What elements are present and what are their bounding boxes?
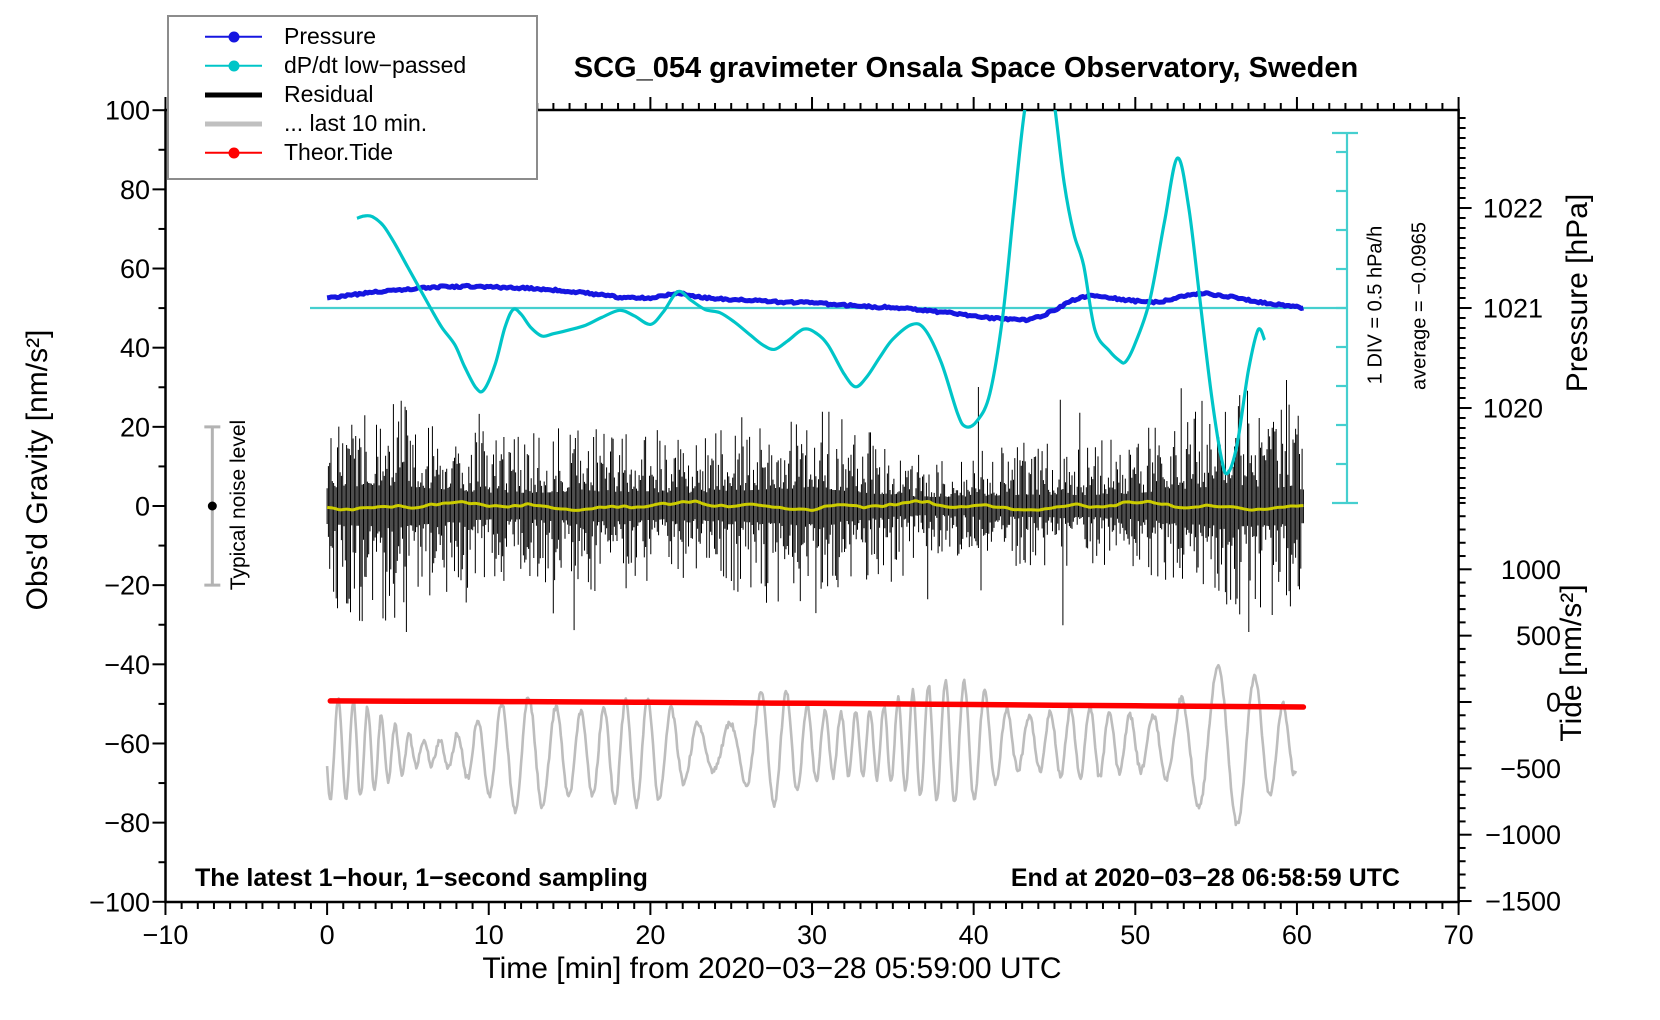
legend: Pressure dP/dt low−passed Residual ... l… (167, 15, 538, 180)
gravity-tick-label: −60 (104, 729, 150, 759)
legend-item-residual: Residual (169, 80, 536, 109)
legend-item-dpdt: dP/dt low−passed (169, 51, 536, 80)
gravity-tick-label: 80 (120, 175, 150, 205)
dpdt-line-swatch (205, 59, 262, 73)
gravity-tick-label: 60 (120, 254, 150, 284)
gravity-tick-label: 20 (120, 412, 150, 442)
pressure-tick-label: 1022 (1483, 194, 1543, 224)
tide-line-swatch (205, 146, 262, 160)
gravity-tick-label: −80 (104, 808, 150, 838)
div-scale-bar (1332, 131, 1358, 505)
x-tick-label: 10 (474, 920, 504, 950)
x-tick-label: 50 (1120, 920, 1150, 950)
pressure-axis-title: Pressure [hPa] (1561, 193, 1594, 393)
sampling-note: The latest 1−hour, 1−second sampling (195, 864, 648, 892)
pressure-line-swatch (205, 30, 262, 44)
overlay-layer (204, 131, 1358, 587)
x-tick-label: 20 (635, 920, 665, 950)
gravity-tick-label: 100 (105, 96, 150, 126)
tide-tick-label: −500 (1500, 754, 1561, 784)
legend-item-pressure: Pressure (169, 22, 536, 51)
x-tick-label: 40 (959, 920, 989, 950)
gravity-tick-label: 0 (135, 492, 150, 522)
chart-title: SCG_054 gravimeter Onsala Space Observat… (573, 52, 1359, 84)
tide-tick-label: 1000 (1501, 555, 1561, 585)
tide-tick-label: 0 (1546, 688, 1561, 718)
tide-tick-label: −1500 (1485, 887, 1561, 917)
residual-lowpass-series (326, 499, 1304, 512)
last10min-series (325, 663, 1298, 827)
legend-label-tide: Theor.Tide (284, 139, 394, 165)
noise-level-bar (204, 425, 221, 587)
gravity-tick-label: −20 (104, 571, 150, 601)
gravity-tick-label: −40 (104, 650, 150, 680)
tide-axis-title: Tide [nm/s²] (1555, 584, 1588, 742)
pressure-series (326, 282, 1304, 324)
pressure-tick-label: 1020 (1483, 394, 1543, 424)
tide-tick-label: −1000 (1485, 820, 1561, 850)
gravity-tick-label: 40 (120, 333, 150, 363)
theor-tide-series (327, 698, 1307, 710)
legend-label-dpdt: dP/dt low−passed (284, 52, 467, 78)
x-tick-label: 30 (797, 920, 827, 950)
legend-item-tide: Theor.Tide (169, 138, 536, 167)
residual-line-swatch (205, 88, 262, 102)
legend-item-last10: ... last 10 min. (169, 109, 536, 138)
x-tick-label: 0 (320, 920, 335, 950)
x-axis-title: Time [min] from 2020−03−28 05:59:00 UTC (482, 952, 1062, 985)
legend-label-residual: Residual (284, 81, 374, 107)
dpdt-series (356, 110, 1267, 476)
residual-noise-series (326, 380, 1304, 632)
noise-bar-center-dot (207, 501, 217, 511)
pressure-tick-label: 1021 (1483, 294, 1543, 324)
legend-label-pressure: Pressure (284, 23, 377, 49)
gravity-tick-label: −100 (89, 887, 150, 917)
legend-label-last10: ... last 10 min. (284, 110, 428, 136)
gravity-axis-title: Obs'd Gravity [nm/s²] (21, 329, 54, 611)
average-note: average = −0.0965 (1408, 222, 1431, 390)
axes-layer: −10 0 10 20 30 40 50 60 70−100−80−60−40−20020406… (89, 96, 1561, 950)
div-scale-note: 1 DIV = 0.5 hPa/h (1364, 225, 1387, 385)
x-tick-label: 70 (1444, 920, 1474, 950)
noise-level-label: Typical noise level (227, 419, 250, 591)
curves-layer (310, 110, 1347, 827)
tide-tick-label: 500 (1516, 621, 1561, 651)
x-tick-label: −10 (143, 920, 189, 950)
end-time-note: End at 2020−03−28 06:58:59 UTC (1010, 864, 1400, 892)
last10-line-swatch (205, 117, 262, 131)
x-tick-label: 60 (1282, 920, 1312, 950)
